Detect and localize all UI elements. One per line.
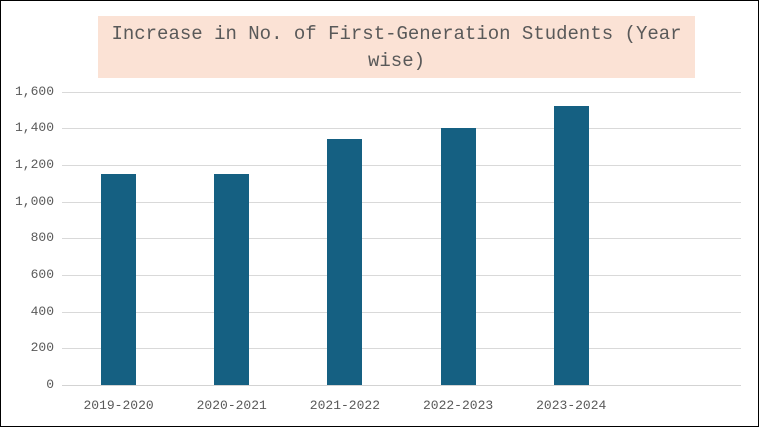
y-axis-tick-label: 1,400 <box>14 120 54 136</box>
x-axis-tick-label: 2020-2021 <box>196 398 267 413</box>
y-axis-tick-label: 600 <box>30 266 54 282</box>
gridline <box>62 238 741 240</box>
y-axis-tick-label: 200 <box>30 340 54 356</box>
bar-2019-2020 <box>101 174 137 385</box>
x-axis-tick-label: 2023-2024 <box>536 398 607 413</box>
y-axis-tick-label: 1,600 <box>14 83 54 99</box>
gridline <box>62 128 741 130</box>
gridline <box>62 311 741 313</box>
x-axis-tick-label: 2022-2023 <box>422 398 494 413</box>
chart-title: Increase in No. of First-Generation Stud… <box>98 16 695 78</box>
x-axis-tick-label: 2019-2020 <box>83 398 154 413</box>
x-axis-tick-label: 2021-2022 <box>309 398 381 413</box>
gridline <box>62 201 741 203</box>
gridline <box>62 274 741 276</box>
bar-2022-2023 <box>440 128 476 385</box>
x-axis-line <box>62 385 741 386</box>
y-axis-tick-label: 800 <box>30 230 54 246</box>
y-axis-tick-label: 1,000 <box>14 193 54 209</box>
bar-2021-2022 <box>327 139 363 385</box>
bar-2020-2021 <box>214 174 250 385</box>
bar-2023-2024 <box>553 106 589 385</box>
y-axis-tick-label: 0 <box>46 377 54 392</box>
gridline <box>62 164 741 166</box>
y-axis-tick-label: 400 <box>30 303 54 319</box>
gridline <box>62 348 741 350</box>
gridline <box>62 91 741 93</box>
y-axis-tick-label: 1,200 <box>14 156 54 172</box>
